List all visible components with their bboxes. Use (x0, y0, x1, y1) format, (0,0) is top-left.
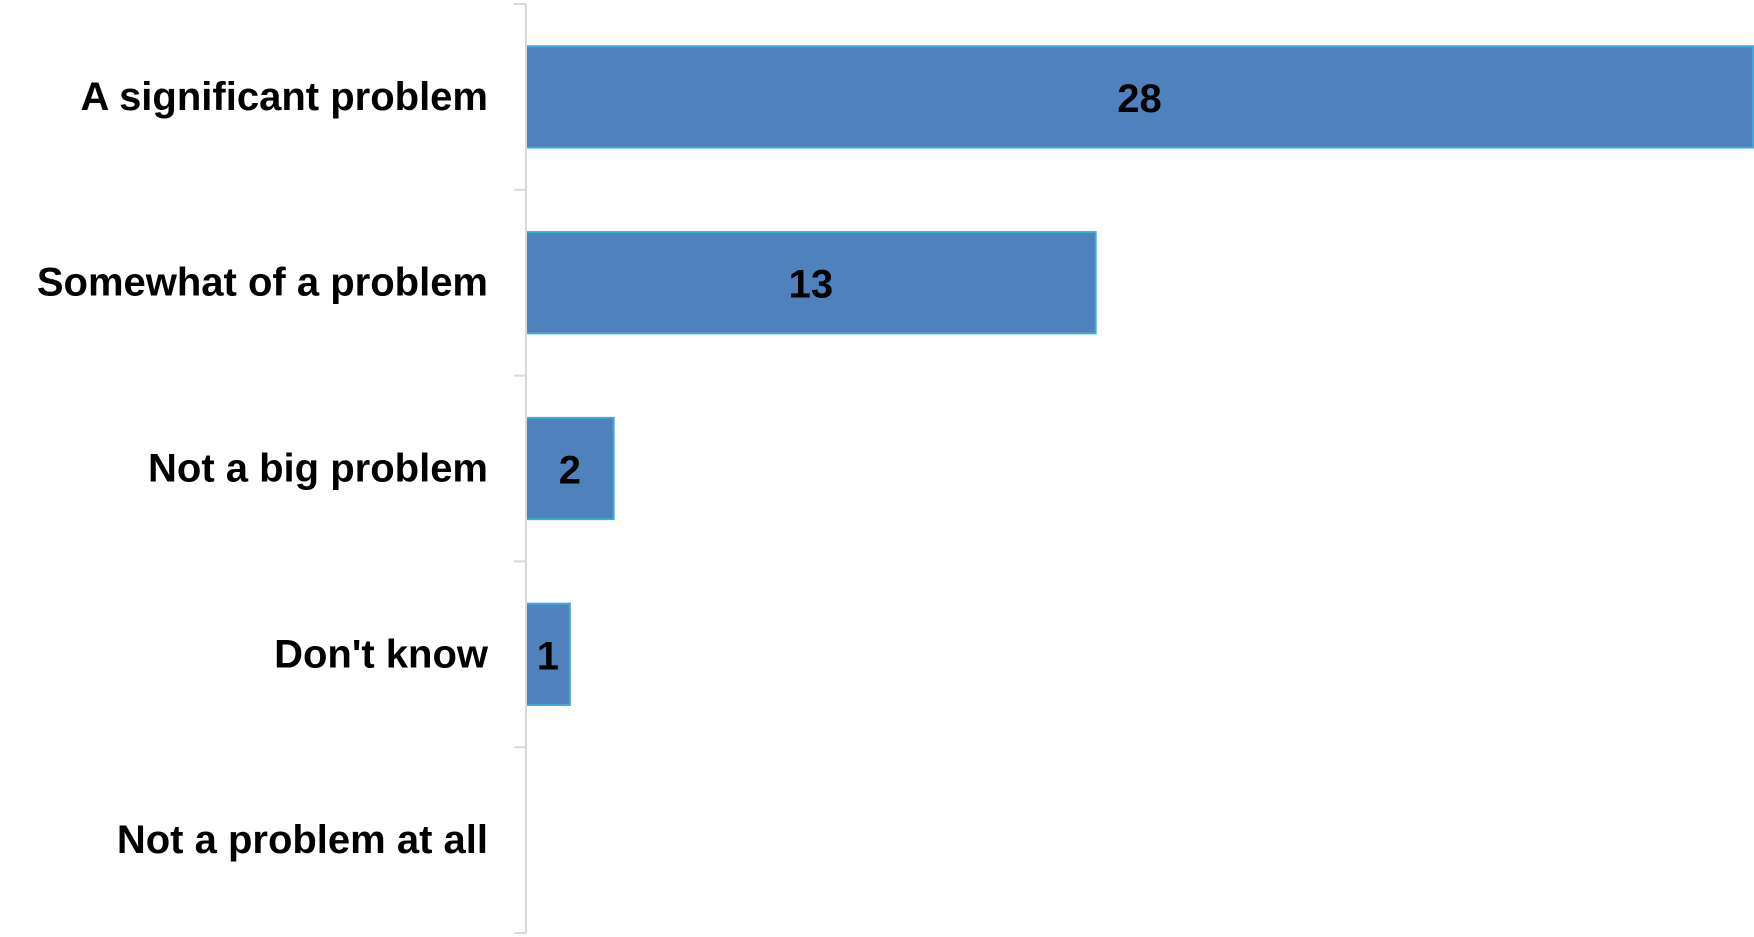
category-label: Somewhat of a problem (37, 261, 488, 305)
data-label: 13 (789, 263, 834, 307)
data-labels: 28 13 2 1 (537, 77, 1162, 678)
bar (525, 45, 1754, 149)
category-axis (514, 3, 527, 934)
data-label: 28 (1117, 77, 1162, 121)
bar (525, 602, 571, 706)
bar (525, 231, 1097, 335)
bars-layer (525, 45, 1754, 706)
category-label: Not a big problem (148, 447, 488, 491)
data-label: 2 (559, 449, 581, 493)
category-label: A significant problem (81, 75, 488, 119)
category-label: Don't know (274, 632, 489, 676)
data-label: 1 (537, 634, 559, 678)
category-label: Not a problem at all (117, 818, 488, 862)
category-labels: A significant problem Somewhat of a probl… (37, 75, 489, 862)
bar (525, 416, 615, 521)
